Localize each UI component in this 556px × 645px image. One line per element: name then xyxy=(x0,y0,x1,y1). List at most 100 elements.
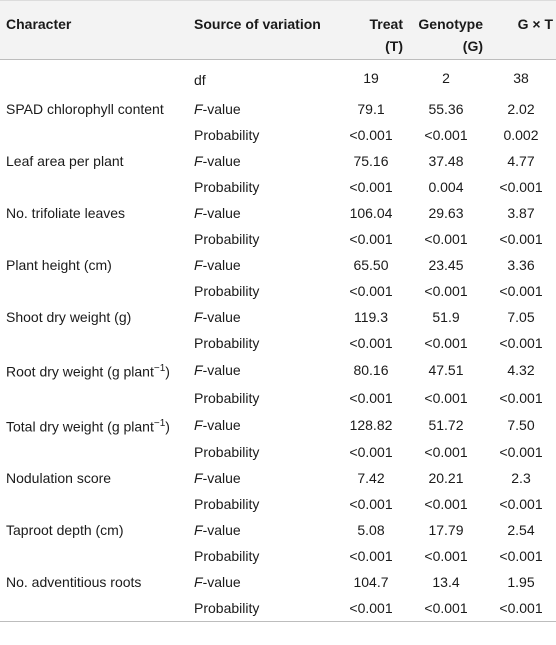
character-cell: Nodulation score xyxy=(0,465,188,491)
f-gxt: 2.02 xyxy=(507,101,535,117)
character-label: SPAD chlorophyll content xyxy=(6,101,164,117)
p-gxt: <0.001 xyxy=(499,179,543,195)
character-label: No. trifoliate leaves xyxy=(6,205,126,221)
p-treat: <0.001 xyxy=(336,595,406,623)
source-f-value: F-value xyxy=(188,356,336,385)
p-treat: <0.001 xyxy=(349,496,393,513)
p-genotype: <0.001 xyxy=(424,127,468,143)
p-gxt: <0.001 xyxy=(499,548,543,565)
f-suffix-label: -value xyxy=(202,522,241,539)
character-cell-empty xyxy=(0,278,188,304)
f-suffix-label: -value xyxy=(202,101,241,117)
p-gxt: <0.001 xyxy=(499,335,543,351)
p-gxt: <0.001 xyxy=(499,496,543,513)
character-label: Taproot depth (cm) xyxy=(6,522,124,539)
source-f-value: F-value xyxy=(188,411,336,440)
table-row: Probability <0.001 <0.001 <0.001 xyxy=(0,226,556,252)
p-genotype: <0.001 xyxy=(424,444,468,461)
f-gxt: 4.77 xyxy=(507,153,535,169)
p-genotype: <0.001 xyxy=(424,548,468,565)
header-genotype-label: Genotype xyxy=(418,16,483,32)
header-row: Character Source of variation Treat (T) … xyxy=(0,0,556,60)
f-italic-label: F xyxy=(194,153,203,169)
p-gxt: <0.001 xyxy=(499,389,543,406)
header-genotype: Genotype (G) xyxy=(406,0,486,60)
f-gxt: 4.32 xyxy=(507,362,535,379)
source-f-value: F-value xyxy=(188,200,336,226)
f-italic-label: F xyxy=(194,574,203,591)
character-label: Total dry weight (g plant xyxy=(6,418,154,435)
source-probability: Probability xyxy=(188,595,336,623)
f-suffix-label: -value xyxy=(202,574,241,591)
p-treat: <0.001 xyxy=(349,283,393,299)
character-label: Root dry weight (g plant xyxy=(6,363,154,380)
character-label: No. adventitious roots xyxy=(6,574,142,591)
table-row: Nodulation score F-value 7.42 20.21 2.3 xyxy=(0,465,556,491)
source-f-value: F-value xyxy=(188,304,336,330)
table-row: Probability <0.001 <0.001 0.002 xyxy=(0,122,556,148)
table-row: No. adventitious roots F-value 104.7 13.4 1.… xyxy=(0,569,556,595)
p-genotype: 0.004 xyxy=(428,179,464,195)
f-italic-label: F xyxy=(194,205,203,221)
table-row: Probability <0.001 <0.001 <0.001 xyxy=(0,543,556,569)
character-cell: Shoot dry weight (g) xyxy=(0,304,188,330)
f-italic-label: F xyxy=(194,362,203,379)
character-label-end: ) xyxy=(165,418,170,435)
source-f-value: F-value xyxy=(188,148,336,174)
f-suffix-label: -value xyxy=(202,362,241,379)
p-genotype: <0.001 xyxy=(424,335,468,351)
p-gxt: <0.001 xyxy=(499,283,543,299)
table-row: Leaf area per plant F-value 75.16 37.48 4.77 xyxy=(0,148,556,174)
table-body: df 19 2 38 SPAD chlorophyll content F-val… xyxy=(0,60,556,623)
f-italic-label: F xyxy=(194,101,203,117)
source-probability: Probability xyxy=(194,231,260,247)
header-source: Source of variation xyxy=(188,0,336,60)
df-character-cell xyxy=(0,60,188,97)
table-row: Probability <0.001 <0.001 <0.001 xyxy=(0,278,556,304)
source-probability: Probability xyxy=(194,548,260,565)
f-gxt: 2.54 xyxy=(507,522,535,539)
f-genotype: 13.4 xyxy=(432,574,460,591)
character-cell-empty xyxy=(0,174,188,200)
character-label: Shoot dry weight (g) xyxy=(6,309,132,325)
f-gxt: 3.87 xyxy=(507,205,535,221)
f-genotype: 17.79 xyxy=(428,522,464,539)
character-cell: Total dry weight (g plant−1) xyxy=(0,411,188,440)
df-treat: 19 xyxy=(363,70,379,86)
source-probability: Probability xyxy=(194,335,260,351)
df-genotype: 2 xyxy=(442,70,450,86)
header-treat: Treat (T) xyxy=(336,0,406,60)
f-gxt: 7.50 xyxy=(507,416,535,433)
f-genotype: 51.72 xyxy=(428,416,464,433)
f-treat: 106.04 xyxy=(349,205,393,221)
f-treat: 75.16 xyxy=(353,153,389,169)
character-label: Nodulation score xyxy=(6,470,112,487)
table-row: Plant height (cm) F-value 65.50 23.45 3.36 xyxy=(0,252,556,278)
f-italic-label: F xyxy=(194,522,203,539)
character-cell: Taproot depth (cm) xyxy=(0,517,188,543)
f-genotype: 47.51 xyxy=(428,362,464,379)
character-label-end: ) xyxy=(165,363,170,380)
header-genotype-abbr: (G) xyxy=(462,38,483,54)
f-italic-label: F xyxy=(194,309,203,325)
df-label: df xyxy=(194,72,206,88)
f-treat: 119.3 xyxy=(354,309,388,325)
table-row: Root dry weight (g plant−1) F-value 80.16 4… xyxy=(0,356,556,385)
character-cell: Plant height (cm) xyxy=(0,252,188,278)
table-row: No. trifoliate leaves F-value 106.04 29.63 3… xyxy=(0,200,556,226)
source-probability: Probability xyxy=(194,127,260,143)
p-treat: <0.001 xyxy=(349,179,393,195)
character-cell-empty xyxy=(0,226,188,252)
table-row: Taproot depth (cm) F-value 5.08 17.79 2.54 xyxy=(0,517,556,543)
f-treat: 65.50 xyxy=(353,257,389,273)
df-gxt: 38 xyxy=(513,70,529,86)
f-suffix-label: -value xyxy=(202,416,241,433)
f-suffix-label: -value xyxy=(202,257,241,273)
character-cell: Root dry weight (g plant−1) xyxy=(0,356,188,385)
f-genotype: 37.48 xyxy=(428,153,464,169)
f-suffix-label: -value xyxy=(202,205,241,221)
table-row: Probability <0.001 <0.001 <0.001 xyxy=(0,439,556,465)
p-treat: <0.001 xyxy=(349,127,393,143)
source-probability: Probability xyxy=(194,283,260,299)
